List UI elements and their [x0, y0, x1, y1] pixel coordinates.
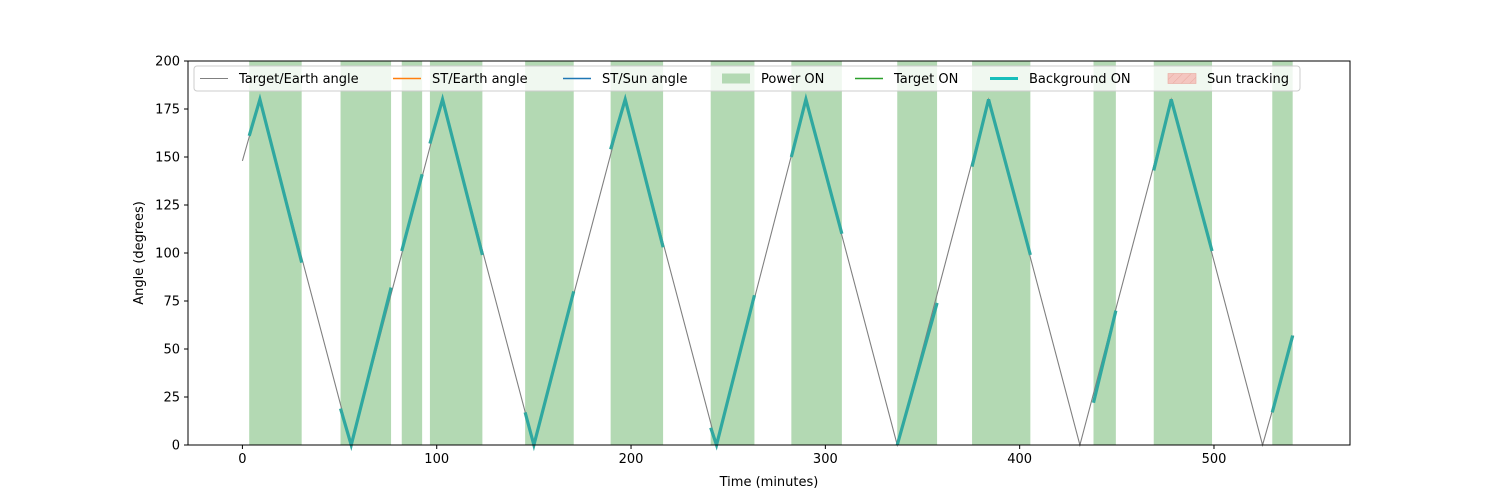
- power-on-band: [791, 61, 842, 445]
- background-on-segment: [1152, 98, 1214, 252]
- x-axis-ticks: 0 100 200 300 400 500: [238, 445, 1226, 467]
- background-on-segment: [789, 93, 844, 235]
- power-on-band: [1272, 61, 1293, 445]
- background-on-segment: [1091, 310, 1118, 404]
- y-tick-label: 75: [163, 295, 180, 310]
- power-on-band: [1093, 61, 1116, 445]
- y-tick-label: 100: [155, 247, 180, 262]
- power-on-band: [429, 61, 483, 445]
- legend-swatch-patch: [722, 73, 750, 84]
- power-on-bands: [249, 61, 1293, 445]
- legend-label: ST/Sun angle: [602, 72, 688, 87]
- background-on-segment: [970, 98, 1032, 256]
- power-on-band: [249, 61, 302, 445]
- power-on-band: [1153, 61, 1213, 445]
- y-axis-label: Angle (degrees): [132, 201, 147, 305]
- y-tick-label: 125: [155, 199, 180, 214]
- x-axis-label: Time (minutes): [719, 475, 819, 490]
- legend-label: Power ON: [761, 72, 824, 87]
- x-tick-label: 0: [238, 452, 246, 467]
- y-tick-label: 150: [155, 151, 180, 166]
- x-tick-label: 400: [1007, 452, 1032, 467]
- legend-swatch-hatch-overlay: [1168, 73, 1196, 84]
- x-tick-label: 300: [813, 452, 838, 467]
- power-on-band: [897, 61, 938, 445]
- background-on-segment: [895, 302, 939, 446]
- legend-label: ST/Earth angle: [432, 72, 528, 87]
- x-tick-label: 100: [424, 452, 449, 467]
- y-tick-label: 50: [163, 343, 180, 358]
- power-on-band: [972, 61, 1031, 445]
- series-line-target-earth: [241, 97, 1295, 448]
- background-on-segment: [400, 173, 424, 252]
- y-tick-label: 200: [155, 55, 180, 70]
- y-tick-label: 25: [163, 391, 180, 406]
- legend-label: Background ON: [1029, 72, 1131, 87]
- x-tick-label: 200: [619, 452, 644, 467]
- x-tick-label: 500: [1202, 452, 1227, 467]
- y-axis-ticks: 0 25 50 75 100 125 150 175 200: [155, 55, 188, 454]
- background-on-segment: [428, 93, 484, 256]
- background-on-segment: [247, 93, 304, 263]
- legend-label: Target/Earth angle: [238, 72, 359, 87]
- y-tick-label: 175: [155, 103, 180, 118]
- legend-label: Sun tracking: [1207, 72, 1289, 87]
- legend-label: Target ON: [893, 72, 958, 87]
- series-lines: [241, 97, 1295, 448]
- power-on-band: [401, 61, 423, 445]
- background-on-segment: [609, 93, 665, 248]
- y-tick-label: 0: [172, 439, 180, 454]
- background-on-segment: [1270, 335, 1295, 413]
- legend: Target/Earth angle ST/Earth angle ST/Sun a…: [193, 65, 1301, 92]
